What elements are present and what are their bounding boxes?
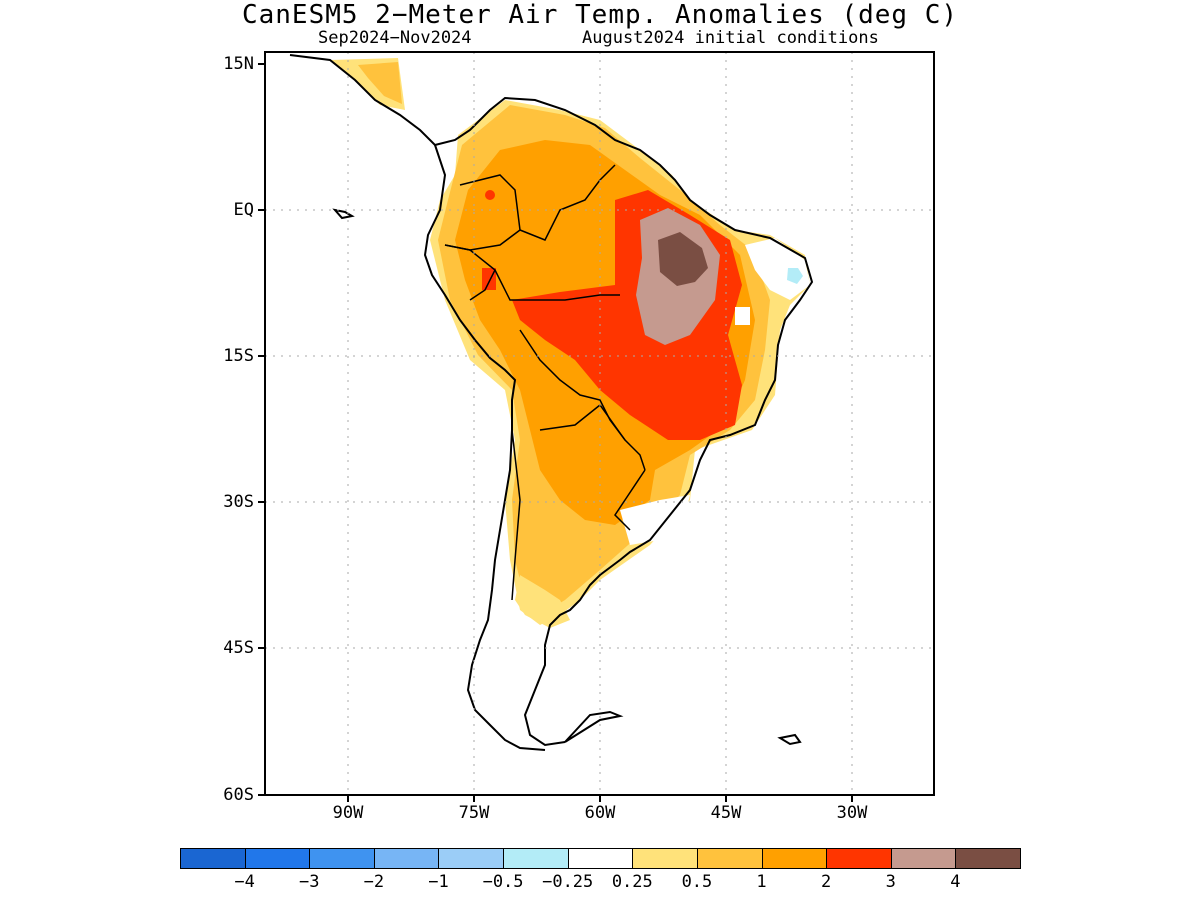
border-chile-argentina [511, 429, 521, 601]
galapagos-islands [332, 208, 355, 220]
pacific-coastline [423, 144, 546, 751]
legend-label: 2 [821, 872, 832, 892]
legend-label: 0.5 [681, 872, 713, 892]
country-borders [444, 164, 646, 601]
legend-swatch [309, 848, 375, 869]
lat-label-15s: 15S [223, 346, 254, 366]
legend-swatch [890, 848, 957, 869]
coastlines [289, 54, 814, 751]
falkland-islands [564, 710, 624, 743]
northeast-brazil-neutral [745, 238, 810, 300]
legend-swatch [438, 848, 505, 869]
legend-swatch [826, 848, 892, 869]
legend-label: 0.25 [611, 872, 653, 892]
legend-label: 1 [756, 872, 767, 892]
legend-swatch [632, 848, 698, 869]
legend-swatch [244, 848, 311, 869]
legend-label: 3 [885, 872, 896, 892]
anomaly-dark-core [658, 232, 708, 286]
legend-swatch [567, 848, 634, 869]
axis-ticks [258, 63, 853, 802]
legend-swatch [180, 848, 246, 869]
legend-label: 4 [950, 872, 961, 892]
map-title: CanESM5 2−Meter Air Temp. Anomalies (deg… [241, 0, 959, 30]
central-america-mid [358, 62, 402, 104]
lat-label-60s: 60S [223, 785, 254, 805]
south-georgia [777, 733, 802, 746]
legend-swatch [955, 848, 1021, 869]
legend-label: −3 [298, 872, 320, 892]
legend-label: −0.25 [542, 872, 594, 892]
initial-conditions: August2024 initial conditions [582, 28, 879, 48]
border-venezuela [519, 164, 616, 241]
legend-swatch [373, 848, 440, 869]
lat-label-eq: EQ [233, 200, 254, 220]
legend-label: −4 [234, 872, 255, 892]
anomaly-red-spot-north [485, 190, 495, 200]
lon-label-45w: 45W [710, 803, 742, 823]
lon-label-90w: 90W [332, 803, 364, 823]
legend-swatch [503, 848, 569, 869]
lat-label-30s: 30S [223, 492, 254, 512]
legend-label: −1 [428, 872, 449, 892]
anomaly-white-box [735, 307, 750, 325]
southeast-coast-neutral [620, 495, 690, 545]
lon-label-30w: 30W [836, 803, 868, 823]
legend-swatch [761, 848, 828, 869]
legend-swatch [696, 848, 763, 869]
lat-label-15n: 15N [223, 54, 254, 74]
forecast-period: Sep2024−Nov2024 [318, 28, 472, 48]
atlantic-coastline [289, 54, 814, 747]
lat-label-45s: 45S [223, 638, 254, 658]
border-uruguay [614, 469, 646, 531]
border-paraguay [539, 403, 626, 441]
lon-label-60w: 60W [584, 803, 616, 823]
anomaly-cyan-spot [787, 268, 803, 284]
legend-label: −0.5 [482, 872, 524, 892]
legend-label: −2 [363, 872, 385, 892]
border-peru-brazil [494, 269, 620, 301]
lon-label-75w: 75W [458, 803, 490, 823]
patagonia-light [515, 575, 570, 628]
border-bolivia [519, 329, 646, 471]
